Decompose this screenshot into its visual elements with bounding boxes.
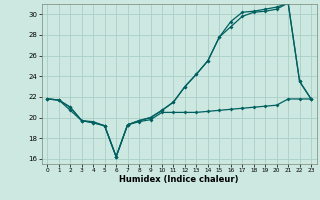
X-axis label: Humidex (Indice chaleur): Humidex (Indice chaleur) — [119, 175, 239, 184]
